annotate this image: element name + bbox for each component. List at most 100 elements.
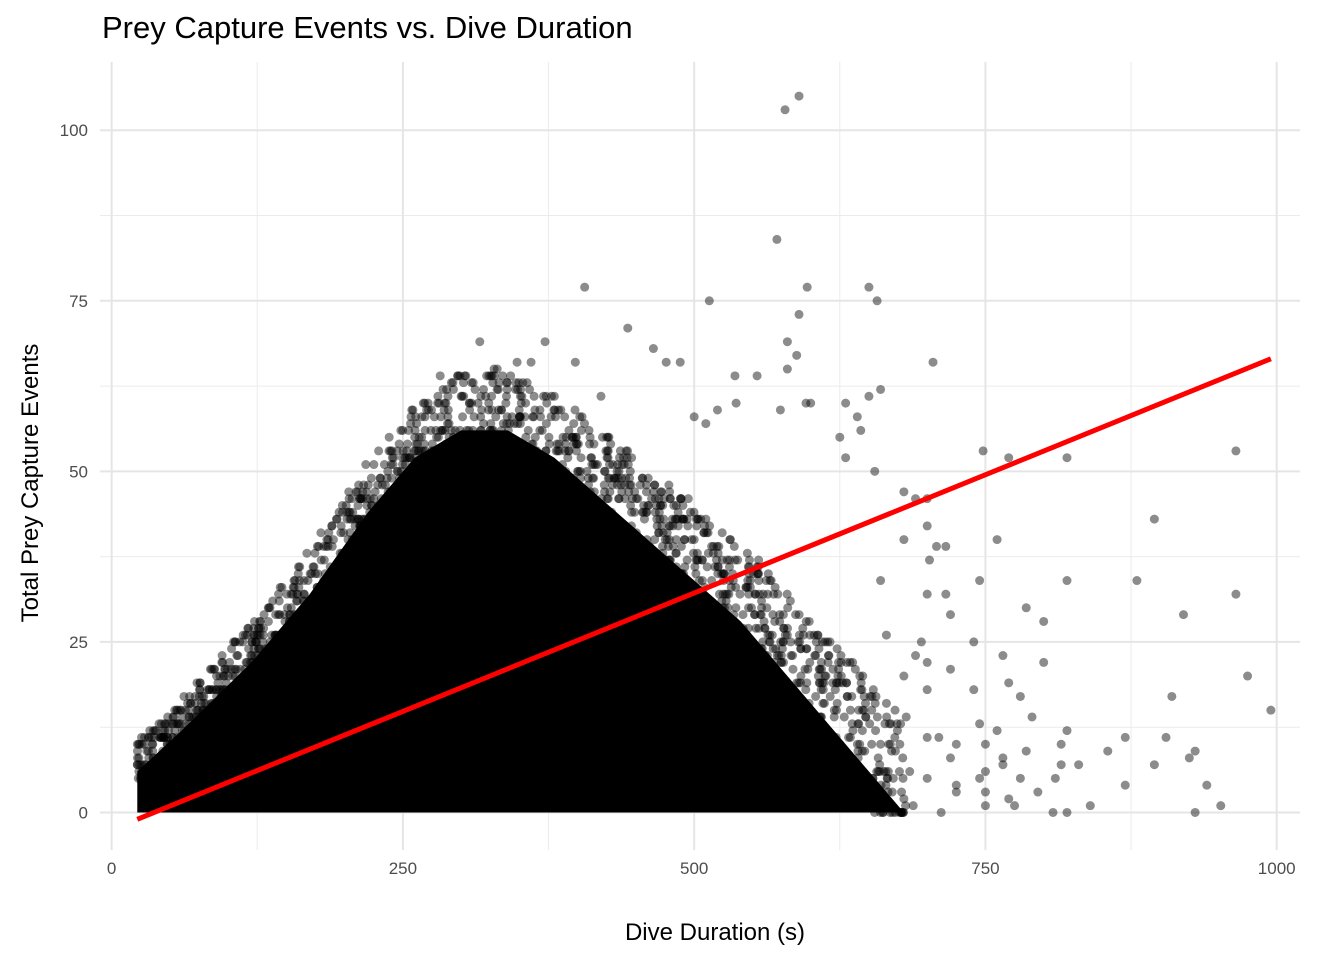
dense-point bbox=[179, 691, 189, 701]
dense-point bbox=[403, 439, 413, 449]
dense-point bbox=[782, 630, 792, 640]
dense-point bbox=[658, 548, 668, 558]
dense-point bbox=[754, 555, 764, 565]
dense-point bbox=[689, 507, 699, 517]
dense-point bbox=[785, 596, 795, 606]
dense-point bbox=[832, 644, 842, 654]
dense-point bbox=[229, 637, 239, 647]
dense-point bbox=[361, 460, 371, 470]
dense-point bbox=[791, 705, 801, 715]
dense-point bbox=[175, 739, 185, 749]
data-point bbox=[922, 521, 932, 531]
dense-point bbox=[199, 712, 209, 722]
dense-point bbox=[163, 712, 173, 722]
dense-point bbox=[255, 616, 265, 626]
dense-point bbox=[139, 760, 149, 770]
data-point bbox=[780, 105, 790, 115]
dense-point bbox=[210, 705, 220, 715]
dense-point bbox=[645, 541, 655, 551]
dense-point bbox=[542, 460, 552, 470]
dense-point bbox=[650, 535, 660, 545]
dense-point bbox=[137, 773, 147, 783]
dense-point bbox=[254, 644, 264, 654]
dense-point bbox=[769, 678, 779, 688]
dense-point bbox=[289, 582, 299, 592]
dense-point bbox=[571, 446, 581, 456]
dense-point bbox=[502, 419, 512, 429]
data-point bbox=[623, 323, 633, 333]
dense-point bbox=[652, 555, 662, 565]
dense-point bbox=[569, 432, 579, 442]
dense-point bbox=[872, 767, 882, 777]
dense-point bbox=[665, 521, 675, 531]
dense-point bbox=[705, 521, 715, 531]
dense-point bbox=[343, 535, 353, 545]
data-point bbox=[661, 357, 671, 367]
dense-point bbox=[571, 487, 581, 497]
dense-point bbox=[530, 446, 540, 456]
data-point bbox=[998, 760, 1008, 770]
dense-point bbox=[478, 446, 488, 456]
dense-point bbox=[336, 521, 346, 531]
dense-point bbox=[857, 746, 867, 756]
dense-point bbox=[203, 685, 213, 695]
dense-point bbox=[467, 439, 477, 449]
dense-point bbox=[754, 623, 764, 633]
dense-point bbox=[280, 630, 290, 640]
dense-point bbox=[631, 494, 641, 504]
dense-point bbox=[795, 698, 805, 708]
dense-point bbox=[497, 405, 507, 415]
dense-point bbox=[516, 453, 526, 463]
regression-line bbox=[136, 356, 1272, 822]
dense-point bbox=[677, 569, 687, 579]
dense-point bbox=[484, 405, 494, 415]
dense-point bbox=[285, 610, 295, 620]
dense-point bbox=[718, 569, 728, 579]
dense-point bbox=[753, 651, 763, 661]
data-point bbox=[1149, 760, 1159, 770]
dense-point bbox=[763, 630, 773, 640]
dense-point bbox=[756, 651, 766, 661]
dense-point bbox=[339, 528, 349, 538]
dense-point bbox=[272, 644, 282, 654]
data-point bbox=[980, 801, 990, 811]
data-point bbox=[435, 371, 445, 381]
dense-point bbox=[422, 405, 432, 415]
dense-point bbox=[857, 685, 867, 695]
dense-point bbox=[848, 780, 858, 790]
dense-point bbox=[678, 569, 688, 579]
dense-point bbox=[370, 487, 380, 497]
dense-point bbox=[753, 657, 763, 667]
dense-point bbox=[769, 657, 779, 667]
dense-point bbox=[870, 807, 880, 817]
data-point bbox=[951, 780, 961, 790]
dense-point bbox=[613, 473, 623, 483]
dense-point bbox=[829, 753, 839, 763]
dense-point bbox=[720, 603, 730, 613]
dense-point bbox=[866, 794, 876, 804]
dense-point bbox=[161, 719, 171, 729]
data-point bbox=[881, 630, 891, 640]
dense-point bbox=[564, 425, 574, 435]
dense-point bbox=[389, 453, 399, 463]
dense-point bbox=[871, 691, 881, 701]
dense-point bbox=[816, 712, 826, 722]
dense-point bbox=[883, 767, 893, 777]
dense-point bbox=[192, 705, 202, 715]
dense-point bbox=[836, 651, 846, 661]
dense-point bbox=[255, 623, 265, 633]
dense-point bbox=[797, 705, 807, 715]
data-point bbox=[540, 337, 550, 347]
dense-point bbox=[503, 446, 513, 456]
data-point bbox=[712, 405, 722, 415]
dense-point bbox=[764, 637, 774, 647]
dense-point bbox=[744, 589, 754, 599]
dense-point bbox=[839, 712, 849, 722]
dense-point bbox=[516, 398, 526, 408]
dense-point bbox=[622, 453, 632, 463]
dense-point bbox=[156, 732, 166, 742]
dense-point bbox=[467, 398, 477, 408]
dense-point bbox=[867, 705, 877, 715]
dense-point bbox=[831, 732, 841, 742]
dense-point bbox=[820, 726, 830, 736]
